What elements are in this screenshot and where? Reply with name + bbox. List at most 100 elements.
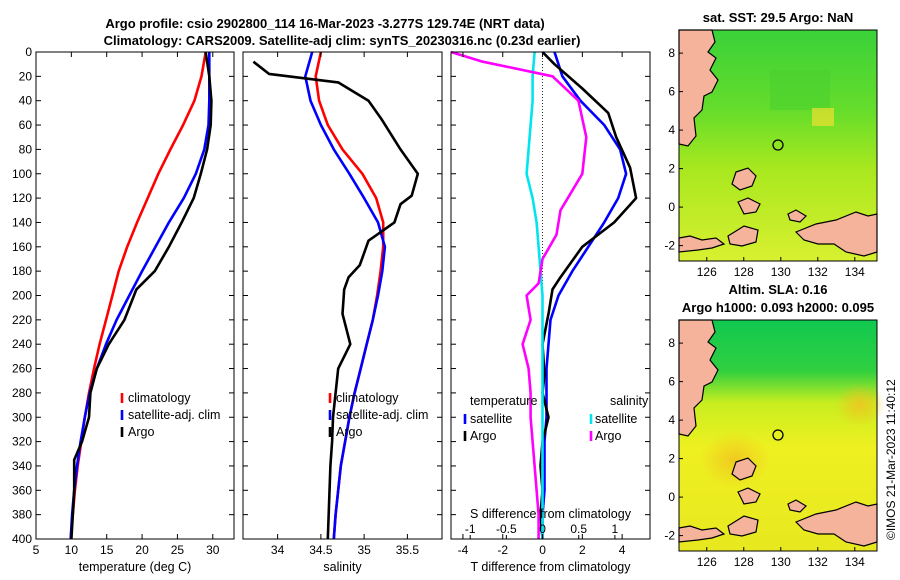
series-line-argo [252, 60, 420, 540]
temperature-panel: 5 10 15 20 25 30 temperature (deg C) 0 20 40 60 80 1… [12, 45, 235, 574]
y-tick-label: 160 [12, 240, 32, 254]
y-tick-label: 300 [12, 410, 32, 424]
figure-title-line1: Argo profile: csio 2902800_114 16-Mar-20… [105, 16, 544, 31]
y-tick-label: 360 [12, 483, 32, 497]
map-x-tick-label: 126 [697, 265, 717, 279]
legend-entry: satellite [470, 412, 512, 426]
legend-header-temperature: temperature [470, 394, 537, 408]
map-y-tick-label: 4 [668, 413, 675, 427]
series-line-temperature-argo [539, 51, 638, 540]
map-y-tick-label: 8 [668, 46, 675, 60]
x-tick-label: 25 [171, 543, 185, 557]
s-tick-label: 0.5 [570, 522, 587, 536]
difference-panel: -4 -2 0 2 4 T difference from climatology temp… [450, 50, 651, 574]
s-tick-label: 1 [612, 522, 619, 536]
y-tick-label: 320 [12, 435, 32, 449]
y-tick-label: 40 [19, 94, 33, 108]
x-tick-label: 20 [135, 543, 149, 557]
map-x-tick-label: 128 [734, 555, 754, 569]
legend-entry: satellite-adj. clim [128, 408, 220, 422]
legend-header-salinity: salinity [610, 394, 649, 408]
x-tick-label: 30 [206, 543, 220, 557]
sst-warm-patch [812, 108, 834, 126]
map-y-tick-label: -2 [664, 529, 675, 543]
sla-warm-patch-1 [700, 432, 770, 488]
y-tick-label: 400 [12, 532, 32, 546]
salinity-panel: 34 34.5 35 35.5 salinity climatology satellite… [242, 51, 443, 574]
x-tick-label: 35 [357, 543, 371, 557]
x-axis-label-top: S difference from climatology [470, 507, 632, 521]
y-tick-label: 220 [12, 313, 32, 327]
x-tick-label: 35.5 [396, 543, 420, 557]
sla-warm-patch-2 [835, 383, 885, 427]
map-x-tick-label: 130 [771, 265, 791, 279]
map-x-tick-label: 130 [771, 555, 791, 569]
sla-map-frame [678, 319, 878, 552]
sla-land [678, 319, 878, 547]
x-tick-label: 5 [33, 543, 40, 557]
legend-entry: Argo [336, 425, 362, 439]
y-tick-label: 100 [12, 167, 32, 181]
sst-cool-patch [770, 70, 830, 110]
map-y-tick-label: 6 [668, 85, 675, 99]
legend-entry: Argo [595, 429, 621, 443]
y-tick-label: 140 [12, 215, 32, 229]
sst-land [678, 29, 878, 257]
legend-entry: climatology [128, 391, 191, 405]
y-tick-label: 0 [25, 45, 32, 59]
y-tick-label: 180 [12, 264, 32, 278]
map-y-tick-label: -2 [664, 239, 675, 253]
map-y-tick-label: 0 [668, 200, 675, 214]
y-tick-label: 120 [12, 191, 32, 205]
y-tick-label: 340 [12, 459, 32, 473]
y-tick-label: 380 [12, 508, 32, 522]
x-tick-label: 0 [539, 543, 546, 557]
legend-entry: climatology [336, 391, 399, 405]
legend-entry: Argo [470, 429, 496, 443]
map-x-tick-label: 128 [734, 265, 754, 279]
y-tick-label: 260 [12, 362, 32, 376]
y-tick-label: 80 [19, 142, 33, 156]
argo-position-marker-sla [772, 429, 784, 441]
sst-map-axes: 126 128 130 132 134 -2 0 2 4 6 8 [664, 46, 865, 279]
legend-entry: Argo [128, 425, 154, 439]
map-y-tick-label: 2 [668, 452, 675, 466]
series-line-satellite-adj-clim [303, 51, 387, 540]
map-y-tick-label: 0 [668, 490, 675, 504]
s-tick-label: -0.5 [496, 522, 517, 536]
series-line-satellite-adj-clim [69, 52, 211, 540]
x-axis-label: temperature (deg C) [79, 560, 192, 574]
y-tick-label: 20 [19, 69, 33, 83]
y-tick-label: 200 [12, 289, 32, 303]
series-line-argo [70, 51, 213, 540]
x-tick-label: -4 [458, 543, 469, 557]
map-x-tick-label: 132 [808, 555, 828, 569]
series-line-climatology [314, 51, 385, 540]
argo-position-marker [772, 139, 784, 151]
series-line-temperature-satellite [541, 51, 628, 539]
sla-map-subtitle: Argo h1000: 0.093 h2000: 0.095 [682, 300, 874, 315]
map-y-tick-label: 2 [668, 162, 675, 176]
x-tick-label: 10 [65, 543, 79, 557]
map-x-tick-label: 134 [845, 555, 865, 569]
x-axis-label: T difference from climatology [470, 560, 631, 574]
x-tick-label: 34 [271, 543, 285, 557]
series-line-salinity-argo [450, 50, 588, 539]
y-tick-label: 240 [12, 337, 32, 351]
map-x-tick-label: 132 [808, 265, 828, 279]
map-x-tick-label: 134 [845, 265, 865, 279]
s-tick-label: 0 [539, 522, 546, 536]
credit-text: ©IMOS 21-Mar-2023 11:40:12 [884, 379, 898, 540]
map-y-tick-label: 8 [668, 336, 675, 350]
s-tick-label: -1 [465, 522, 476, 536]
legend-entry: satellite-adj. clim [336, 408, 428, 422]
map-y-tick-label: 6 [668, 375, 675, 389]
sst-map-frame [678, 29, 878, 262]
legend-entry: satellite [595, 412, 637, 426]
sla-map: 126 128 130 132 134 -2 0 2 4 6 8 [664, 319, 885, 569]
map-y-tick-label: 4 [668, 123, 675, 137]
sla-map-axes: 126 128 130 132 134 -2 0 2 4 6 8 [664, 336, 865, 569]
x-tick-label: 15 [100, 543, 114, 557]
y-tick-label: 60 [19, 118, 33, 132]
